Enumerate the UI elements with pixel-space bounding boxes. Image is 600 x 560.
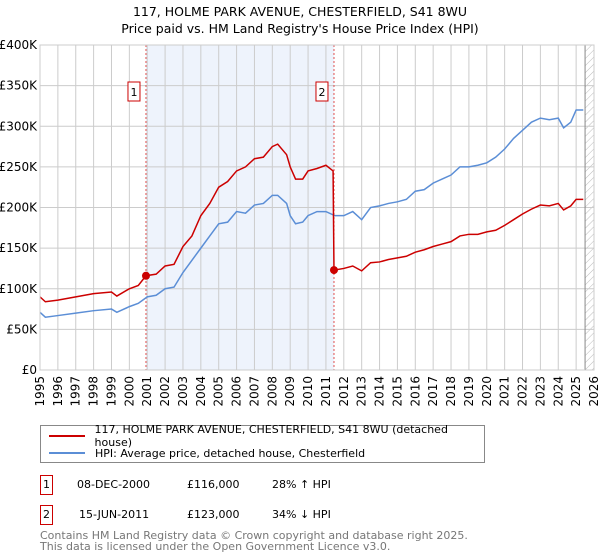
x-tick-label: 2013 — [355, 376, 369, 407]
transaction-price: £123,000 — [187, 508, 240, 521]
price-chart: 1995 1996 1997 1998 1999 2000 2001 2002 2003 2004… — [0, 38, 600, 407]
x-tick-label: 2007 — [247, 376, 261, 407]
x-tick-label: 2006 — [230, 376, 244, 407]
transaction-hpi: 34% ↓ HPI — [272, 508, 331, 521]
legend-label-property: 117, HOLME PARK AVENUE, CHESTERFIELD, S4… — [94, 423, 448, 449]
legend-swatch-property — [49, 435, 85, 437]
marker-box — [127, 81, 141, 102]
x-tick-label: 2004 — [194, 376, 208, 407]
x-tick-label: 2026 — [587, 376, 600, 407]
y-tick-label: £200K — [0, 201, 38, 215]
x-tick-label: 2008 — [265, 376, 279, 407]
series-line-property — [39, 143, 584, 303]
x-tick-label: 2009 — [283, 376, 297, 407]
x-tick-label: 1998 — [87, 376, 101, 407]
transaction-row: 1 08-DEC-2000 £116,000 28% ↑ HPI — [40, 475, 540, 495]
x-tick-label: 2022 — [516, 376, 530, 407]
transaction-row: 2 15-JUN-2011 £123,000 34% ↓ HPI — [40, 505, 540, 525]
footer-line-1: Contains HM Land Registry data © Crown c… — [40, 529, 468, 542]
x-tick-label: 2015 — [390, 376, 404, 407]
y-tick-label: £100K — [0, 282, 38, 296]
x-tick-label: 2001 — [140, 376, 154, 407]
x-tick-label: 2011 — [319, 376, 333, 407]
x-tick-label: 1996 — [51, 376, 65, 407]
y-tick-label: £50K — [6, 322, 38, 336]
x-tick-label: 2014 — [373, 376, 387, 407]
transaction-hpi: 28% ↑ HPI — [272, 478, 331, 491]
x-tick-label: 2023 — [533, 376, 547, 407]
x-tick-label: 2017 — [426, 376, 440, 407]
y-tick-label: £350K — [0, 79, 38, 93]
x-tick-label: 2012 — [337, 376, 351, 407]
transaction-date: 15-JUN-2011 — [79, 508, 150, 521]
y-tick-label: £0 — [22, 363, 37, 377]
marker-label: 2 — [318, 86, 325, 99]
x-tick-label: 1997 — [69, 376, 83, 407]
marker-box — [315, 81, 329, 102]
x-tick-label: 2019 — [462, 376, 476, 407]
footer-line-2: This data is licensed under the Open Gov… — [40, 540, 391, 553]
x-tick-label: 2003 — [176, 376, 190, 407]
x-tick-label: 2021 — [498, 376, 512, 407]
x-tick-label: 2016 — [408, 376, 422, 407]
sale-point — [141, 271, 150, 280]
legend-swatch-hpi — [49, 452, 85, 454]
x-tick-label: 1995 — [33, 376, 47, 407]
transaction-date: 08-DEC-2000 — [77, 478, 151, 491]
footer: Contains HM Land Registry data © Crown c… — [40, 530, 468, 552]
y-tick-label: £250K — [0, 160, 38, 174]
marker-label: 1 — [130, 86, 137, 99]
x-tick-label: 1999 — [104, 376, 118, 407]
y-tick-label: £150K — [0, 241, 38, 255]
y-tick-label: £300K — [0, 119, 38, 133]
transaction-number: 1 — [40, 475, 53, 495]
chart-subtitle: Price paid vs. HM Land Registry's House … — [121, 21, 479, 36]
x-tick-label: 2018 — [444, 376, 458, 407]
x-tick-label: 2010 — [301, 376, 315, 407]
x-tick-label: 2020 — [480, 376, 494, 407]
series-line-hpi — [39, 109, 584, 318]
x-tick-label: 2005 — [212, 376, 226, 407]
x-tick-label: 2024 — [551, 376, 565, 407]
chart-title: 117, HOLME PARK AVENUE, CHESTERFIELD, S4… — [132, 4, 468, 19]
transaction-number: 2 — [40, 505, 53, 525]
sale-point — [329, 266, 338, 275]
legend: 117, HOLME PARK AVENUE, CHESTERFIELD, S4… — [40, 423, 485, 463]
x-tick-label: 2002 — [158, 376, 172, 407]
transaction-price: £116,000 — [187, 478, 240, 491]
plot-frame — [39, 44, 595, 371]
legend-label-hpi: HPI: Average price, detached house, Ches… — [95, 446, 366, 460]
y-tick-label: £400K — [0, 38, 38, 52]
x-tick-label: 2000 — [122, 376, 136, 407]
x-tick-label: 2025 — [569, 376, 583, 407]
